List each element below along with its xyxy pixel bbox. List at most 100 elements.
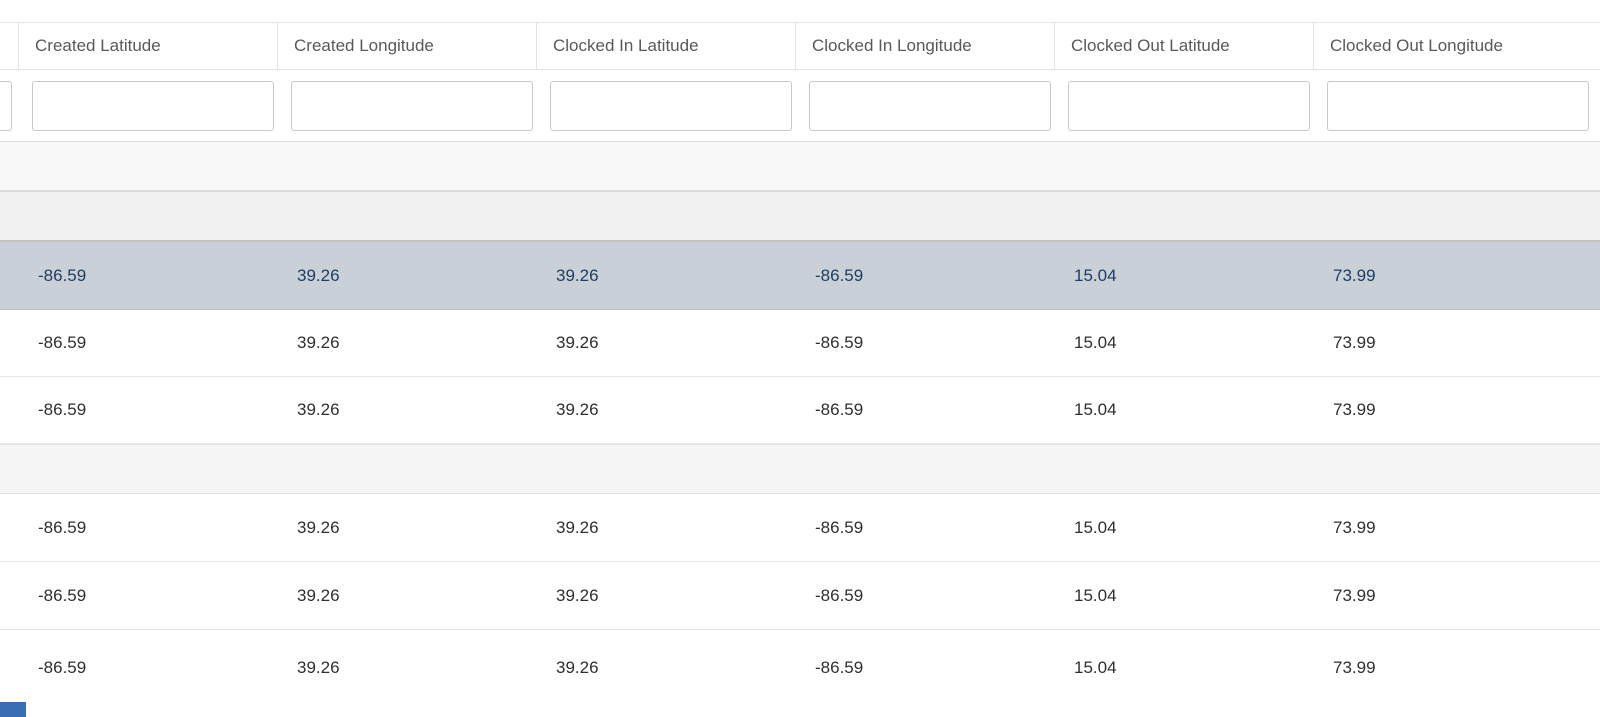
- header-cell-created-latitude[interactable]: Created Latitude: [18, 23, 277, 69]
- cell-value: 39.26: [556, 658, 599, 677]
- filter-cell-clocked-in-latitude: [536, 70, 795, 141]
- grid-cell[interactable]: 39.26: [278, 562, 537, 629]
- grid-cell[interactable]: 15.04: [1055, 562, 1314, 629]
- cell-value: 39.26: [297, 517, 340, 537]
- table-row[interactable]: -86.59 39.26 39.26 -86.59 15.04 73.99: [0, 310, 1600, 377]
- grid-cell-stub[interactable]: [0, 310, 19, 376]
- cell-value: -86.59: [38, 265, 87, 285]
- table-row[interactable]: -86.59 39.26 39.26 -86.59 15.04 73.99: [0, 562, 1600, 630]
- grid-cell[interactable]: 39.26: [537, 494, 796, 561]
- filter-input-clocked-in-latitude[interactable]: [550, 80, 792, 131]
- cell-value: 15.04: [1074, 400, 1117, 419]
- grid-cell[interactable]: 15.04: [1055, 494, 1314, 561]
- grid-cell[interactable]: 15.04: [1055, 630, 1314, 706]
- table-row[interactable]: -86.59 39.26 39.26 -86.59 15.04 73.99: [0, 630, 1600, 706]
- cell-value: 39.26: [556, 517, 599, 537]
- cell-value: 39.26: [556, 333, 599, 352]
- grid-cell[interactable]: 15.04: [1055, 377, 1314, 443]
- grid-cell[interactable]: -86.59: [19, 494, 278, 561]
- filter-input-clocked-out-longitude[interactable]: [1327, 80, 1589, 131]
- grid-cell[interactable]: 73.99: [1314, 377, 1600, 443]
- table-row-placeholder[interactable]: [0, 142, 1600, 192]
- filter-input-stub[interactable]: [0, 80, 12, 131]
- filter-cell-created-longitude: [277, 70, 536, 141]
- cell-value: 39.26: [556, 265, 599, 285]
- header-cell-created-longitude[interactable]: Created Longitude: [277, 23, 536, 69]
- cell-value: 15.04: [1074, 517, 1117, 537]
- table-row-selected[interactable]: -86.59 39.26 39.26 -86.59 15.04 73.99: [0, 242, 1600, 310]
- cell-value: 39.26: [297, 585, 340, 605]
- grid-cell[interactable]: -86.59: [19, 310, 278, 376]
- grid-cell[interactable]: 73.99: [1314, 310, 1600, 376]
- filter-cell-clocked-out-latitude: [1054, 70, 1313, 141]
- column-title-clocked-in-longitude: Clocked In Longitude: [812, 36, 972, 55]
- grid-cell[interactable]: 73.99: [1314, 630, 1600, 706]
- cell-value: 39.26: [297, 265, 340, 285]
- cell-value: 73.99: [1333, 265, 1376, 285]
- grid-cell[interactable]: -86.59: [19, 242, 278, 309]
- grid-cell[interactable]: 39.26: [537, 562, 796, 629]
- header-cell-clocked-in-latitude[interactable]: Clocked In Latitude: [536, 23, 795, 69]
- grid-cell[interactable]: 39.26: [537, 242, 796, 309]
- cell-value: 15.04: [1074, 333, 1117, 352]
- grid-cell[interactable]: -86.59: [19, 630, 278, 706]
- filter-input-created-longitude[interactable]: [291, 80, 533, 131]
- grid-cell[interactable]: -86.59: [796, 310, 1055, 376]
- grid-cell[interactable]: -86.59: [19, 562, 278, 629]
- column-title-clocked-out-longitude: Clocked Out Longitude: [1330, 36, 1503, 55]
- grid-cell[interactable]: 39.26: [537, 630, 796, 706]
- cell-value: -86.59: [38, 585, 87, 605]
- grid-cell-stub[interactable]: [0, 562, 19, 629]
- grid-cell[interactable]: 15.04: [1055, 310, 1314, 376]
- cell-value: 73.99: [1333, 333, 1376, 352]
- filter-input-created-latitude[interactable]: [32, 80, 274, 131]
- header-cell-stub: [0, 23, 18, 69]
- table-row-placeholder[interactable]: [0, 192, 1600, 242]
- grid-cell[interactable]: 15.04: [1055, 242, 1314, 309]
- grid-cell[interactable]: -86.59: [19, 377, 278, 443]
- grid-cell-stub[interactable]: [0, 494, 19, 561]
- grid-cell[interactable]: 39.26: [278, 242, 537, 309]
- grid-cell-stub[interactable]: [0, 377, 19, 443]
- cell-value: 73.99: [1333, 400, 1376, 419]
- grid-header-row: Created Latitude Created Longitude Clock…: [0, 23, 1600, 70]
- cell-value: -86.59: [38, 333, 87, 352]
- cell-value: 39.26: [556, 585, 599, 605]
- column-title-created-latitude: Created Latitude: [35, 36, 161, 55]
- header-cell-clocked-out-longitude[interactable]: Clocked Out Longitude: [1313, 23, 1600, 69]
- cell-value: -86.59: [38, 658, 87, 677]
- grid-cell[interactable]: -86.59: [796, 494, 1055, 561]
- grid-cell[interactable]: -86.59: [796, 630, 1055, 706]
- cell-value: -86.59: [815, 658, 864, 677]
- cell-value: -86.59: [815, 517, 864, 537]
- cell-value: 73.99: [1333, 658, 1376, 677]
- header-cell-clocked-in-longitude[interactable]: Clocked In Longitude: [795, 23, 1054, 69]
- filter-input-clocked-out-latitude[interactable]: [1068, 80, 1310, 131]
- grid-cell[interactable]: 39.26: [278, 630, 537, 706]
- grid-cell[interactable]: -86.59: [796, 242, 1055, 309]
- header-cell-clocked-out-latitude[interactable]: Clocked Out Latitude: [1054, 23, 1313, 69]
- grid-cell[interactable]: 39.26: [537, 377, 796, 443]
- table-row[interactable]: -86.59 39.26 39.26 -86.59 15.04 73.99: [0, 377, 1600, 444]
- grid-cell[interactable]: -86.59: [796, 562, 1055, 629]
- grid-cell[interactable]: -86.59: [796, 377, 1055, 443]
- grid-cell[interactable]: 39.26: [537, 310, 796, 376]
- cell-value: 15.04: [1074, 658, 1117, 677]
- table-row[interactable]: -86.59 39.26 39.26 -86.59 15.04 73.99: [0, 494, 1600, 562]
- grid-cell[interactable]: 39.26: [278, 377, 537, 443]
- grid-cell[interactable]: 73.99: [1314, 562, 1600, 629]
- filter-cell-created-latitude: [18, 70, 277, 141]
- grid-cell[interactable]: 73.99: [1314, 494, 1600, 561]
- filter-input-clocked-in-longitude[interactable]: [809, 80, 1051, 131]
- grid-cell[interactable]: 39.26: [278, 494, 537, 561]
- grid-cell[interactable]: 73.99: [1314, 242, 1600, 309]
- grid-cell-stub[interactable]: [0, 630, 19, 706]
- cell-value: 73.99: [1333, 585, 1376, 605]
- grid-cell[interactable]: 39.26: [278, 310, 537, 376]
- cell-value: -86.59: [815, 585, 864, 605]
- grid-cell-stub[interactable]: [0, 242, 19, 309]
- cell-value: 39.26: [297, 658, 340, 677]
- table-row-placeholder[interactable]: [0, 444, 1600, 494]
- data-grid: Created Latitude Created Longitude Clock…: [0, 22, 1600, 706]
